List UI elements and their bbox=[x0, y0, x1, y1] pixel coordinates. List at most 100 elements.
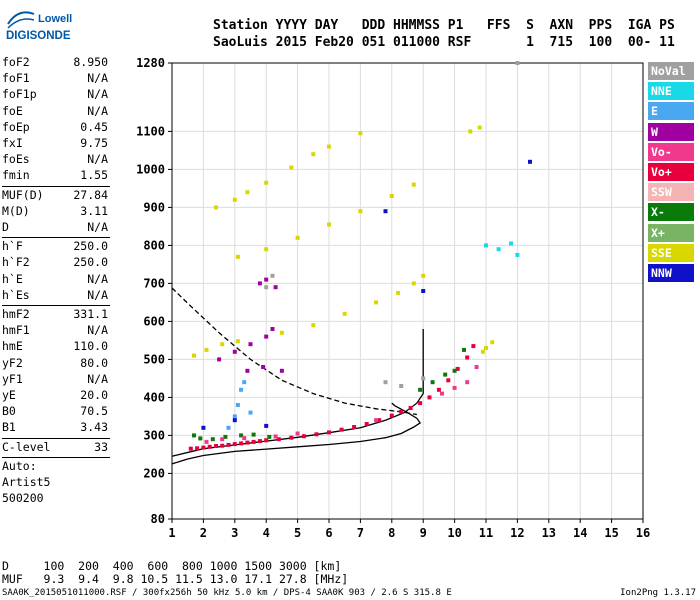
param-separator bbox=[2, 185, 110, 187]
echo-point bbox=[245, 368, 250, 373]
echo-point bbox=[515, 61, 520, 65]
echo-point bbox=[264, 180, 269, 185]
param-value: 27.84 bbox=[73, 187, 108, 202]
logo-mark: Lowell DIGISONDE bbox=[6, 11, 72, 42]
echo-point bbox=[226, 442, 231, 447]
param-value: N/A bbox=[87, 87, 108, 102]
x-tick-label: 8 bbox=[388, 526, 395, 540]
echo-point bbox=[383, 380, 388, 385]
param-value: N/A bbox=[87, 71, 108, 86]
echo-point bbox=[474, 365, 479, 369]
y-tick-label: 300 bbox=[143, 428, 165, 442]
echo-point bbox=[251, 439, 256, 444]
param-value: 0.45 bbox=[80, 119, 108, 134]
x-tick-label: 1 bbox=[168, 526, 175, 540]
echo-point bbox=[421, 273, 426, 278]
echo-point bbox=[411, 182, 416, 187]
x-tick-label: 4 bbox=[263, 526, 270, 540]
echo-point bbox=[188, 446, 193, 451]
echo-point bbox=[257, 439, 262, 444]
echo-point bbox=[198, 436, 203, 441]
param-label: D bbox=[2, 220, 9, 234]
echo-point bbox=[327, 430, 331, 435]
param-label: B0 bbox=[2, 404, 16, 419]
param-value: N/A bbox=[87, 152, 108, 167]
param-label: C-level bbox=[2, 439, 51, 454]
y-tick-label: 500 bbox=[143, 352, 165, 366]
echo-point bbox=[264, 277, 269, 282]
x-tick-label: 9 bbox=[420, 526, 427, 540]
param-value: N/A bbox=[87, 287, 108, 302]
echo-point bbox=[214, 444, 218, 448]
echo-point bbox=[217, 357, 222, 362]
legend-item: X+ bbox=[648, 223, 694, 242]
footer-version: Ion2Png 1.3.17 bbox=[620, 588, 696, 598]
param-label: M(D) bbox=[2, 203, 30, 218]
echo-point bbox=[248, 410, 253, 415]
param-row: M(D) 3.11 bbox=[2, 204, 110, 220]
echo-point bbox=[339, 427, 344, 432]
param-row: h`Es N/A bbox=[2, 288, 110, 304]
echo-point bbox=[389, 194, 394, 198]
param-value: N/A bbox=[87, 103, 108, 118]
echo-point bbox=[192, 433, 196, 438]
echo-point bbox=[220, 437, 225, 442]
param-row: hmE 110.0 bbox=[2, 339, 110, 355]
echo-point bbox=[421, 289, 426, 293]
x-tick-label: 12 bbox=[510, 526, 524, 540]
x-tick-label: 14 bbox=[573, 526, 587, 540]
echo-point bbox=[301, 434, 306, 439]
y-tick-label: 900 bbox=[143, 200, 165, 214]
param-label: h`Es bbox=[2, 287, 30, 302]
echo-point bbox=[232, 414, 237, 419]
echo-point bbox=[242, 380, 247, 385]
param-label: Artist5 bbox=[2, 475, 51, 489]
param-value: N/A bbox=[87, 323, 108, 338]
param-row: yF2 80.0 bbox=[2, 356, 110, 372]
param-value: 9.75 bbox=[80, 136, 108, 150]
param-value: 20.0 bbox=[80, 388, 108, 402]
echo-point bbox=[480, 349, 485, 354]
param-label: MUF(D) bbox=[2, 187, 44, 202]
y-tick-label: 700 bbox=[143, 276, 165, 290]
param-label: hmF2 bbox=[2, 307, 30, 321]
echo-point bbox=[471, 344, 476, 349]
param-row: Auto: bbox=[2, 459, 110, 475]
echo-point bbox=[264, 334, 269, 339]
param-label: h`F bbox=[2, 239, 23, 254]
echo-point bbox=[408, 406, 413, 410]
echo-point bbox=[430, 380, 435, 385]
echo-point bbox=[358, 209, 363, 214]
echo-point bbox=[248, 342, 253, 347]
x-tick-label: 2 bbox=[200, 526, 207, 540]
echo-point bbox=[411, 281, 416, 286]
echo-point bbox=[264, 285, 269, 290]
legend-item: Vo- bbox=[648, 142, 694, 161]
echo-point bbox=[484, 346, 488, 350]
echo-point bbox=[509, 241, 514, 246]
y-tick-label: 1280 bbox=[136, 56, 165, 70]
echo-point bbox=[239, 433, 244, 438]
param-separator bbox=[2, 305, 110, 306]
param-row: C-level 33 bbox=[2, 440, 110, 456]
param-row: fmin 1.55 bbox=[2, 168, 110, 184]
x-tick-label: 11 bbox=[479, 526, 493, 540]
y-tick-label: 400 bbox=[143, 390, 165, 404]
footer-distance-row: D 100 200 400 600 800 1000 1500 3000 [km… bbox=[2, 559, 342, 573]
echo-point bbox=[220, 443, 225, 448]
echo-point bbox=[204, 347, 209, 352]
echo-point bbox=[235, 403, 240, 407]
param-value: 3.43 bbox=[80, 420, 108, 435]
param-row: yF1 N/A bbox=[2, 372, 110, 388]
x-tick-label: 6 bbox=[325, 526, 332, 540]
param-label: fxI bbox=[2, 136, 23, 150]
param-label: Auto: bbox=[2, 458, 37, 473]
param-row: foE N/A bbox=[2, 104, 110, 120]
echo-point bbox=[468, 129, 473, 134]
legend-item: SSW bbox=[648, 183, 694, 202]
param-row: foF1p N/A bbox=[2, 87, 110, 103]
legend-item: NNW bbox=[648, 264, 694, 282]
echo-point bbox=[314, 432, 319, 437]
x-tick-label: 7 bbox=[357, 526, 364, 540]
y-tick-label: 1000 bbox=[136, 162, 165, 176]
